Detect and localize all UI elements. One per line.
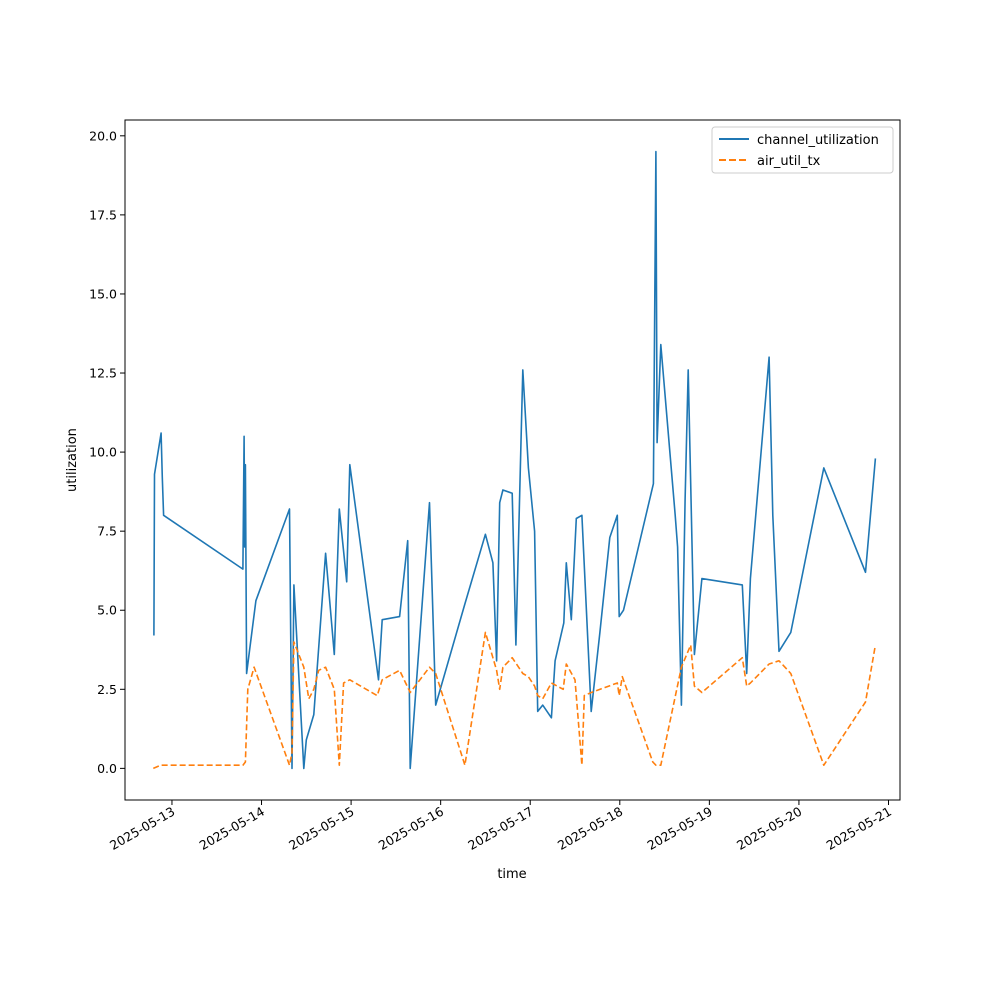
plot-area xyxy=(125,120,900,800)
x-tick-label: 2025-05-20 xyxy=(734,804,804,853)
x-tick-label: 2025-05-15 xyxy=(286,804,356,853)
y-tick-label: 0.0 xyxy=(97,761,117,776)
y-tick-label: 20.0 xyxy=(89,128,117,143)
legend-label-air-util-tx: air_util_tx xyxy=(757,154,821,169)
legend-box xyxy=(711,126,894,174)
x-tick-label: 2025-05-21 xyxy=(824,804,894,853)
y-tick-label: 7.5 xyxy=(97,524,117,539)
x-tick-label: 2025-05-13 xyxy=(107,804,177,853)
y-tick-label: 5.0 xyxy=(97,603,117,618)
x-tick-label: 2025-05-18 xyxy=(555,804,625,853)
x-tick-label: 2025-05-17 xyxy=(465,804,535,853)
plot-frame xyxy=(124,119,901,801)
x-tick-label: 2025-05-14 xyxy=(197,804,267,853)
series-line-air-util-tx xyxy=(152,631,877,770)
legend-label-channel-utilization: channel_utilization xyxy=(757,133,879,148)
x-axis-label: time xyxy=(497,867,526,882)
series-line-channel-utilization xyxy=(153,150,877,770)
y-tick-label: 12.5 xyxy=(89,366,117,381)
y-tick-label: 17.5 xyxy=(89,207,117,222)
legend: channel_utilization air_util_tx xyxy=(711,126,894,174)
x-tick-label: 2025-05-19 xyxy=(644,804,714,853)
series-layer xyxy=(152,150,877,770)
y-tick-label: 15.0 xyxy=(89,286,117,301)
y-tick-label: 2.5 xyxy=(97,682,117,697)
y-axis: 0.0 2.5 5.0 7.5 10.0 12.5 15.0 17.5 20.0 xyxy=(89,128,125,776)
y-axis-label: utilization xyxy=(65,428,80,492)
x-tick-label: 2025-05-16 xyxy=(376,804,446,853)
x-axis: 2025-05-13 2025-05-14 2025-05-15 2025-05-16… xyxy=(107,800,894,853)
y-tick-label: 10.0 xyxy=(89,445,117,460)
